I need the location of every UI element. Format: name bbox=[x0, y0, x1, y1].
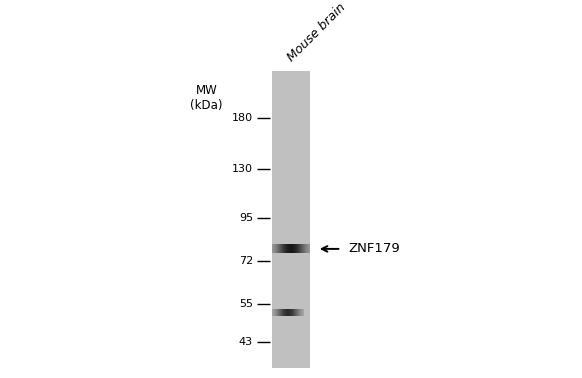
Text: 180: 180 bbox=[232, 113, 253, 122]
Text: 55: 55 bbox=[239, 299, 253, 309]
Text: ZNF179: ZNF179 bbox=[348, 242, 400, 256]
Text: 43: 43 bbox=[239, 338, 253, 347]
Text: Mouse brain: Mouse brain bbox=[285, 1, 348, 64]
Text: 72: 72 bbox=[239, 256, 253, 266]
Text: 95: 95 bbox=[239, 213, 253, 223]
Bar bbox=[272, 71, 310, 368]
Text: 130: 130 bbox=[232, 164, 253, 174]
Text: MW
(kDa): MW (kDa) bbox=[190, 84, 223, 112]
